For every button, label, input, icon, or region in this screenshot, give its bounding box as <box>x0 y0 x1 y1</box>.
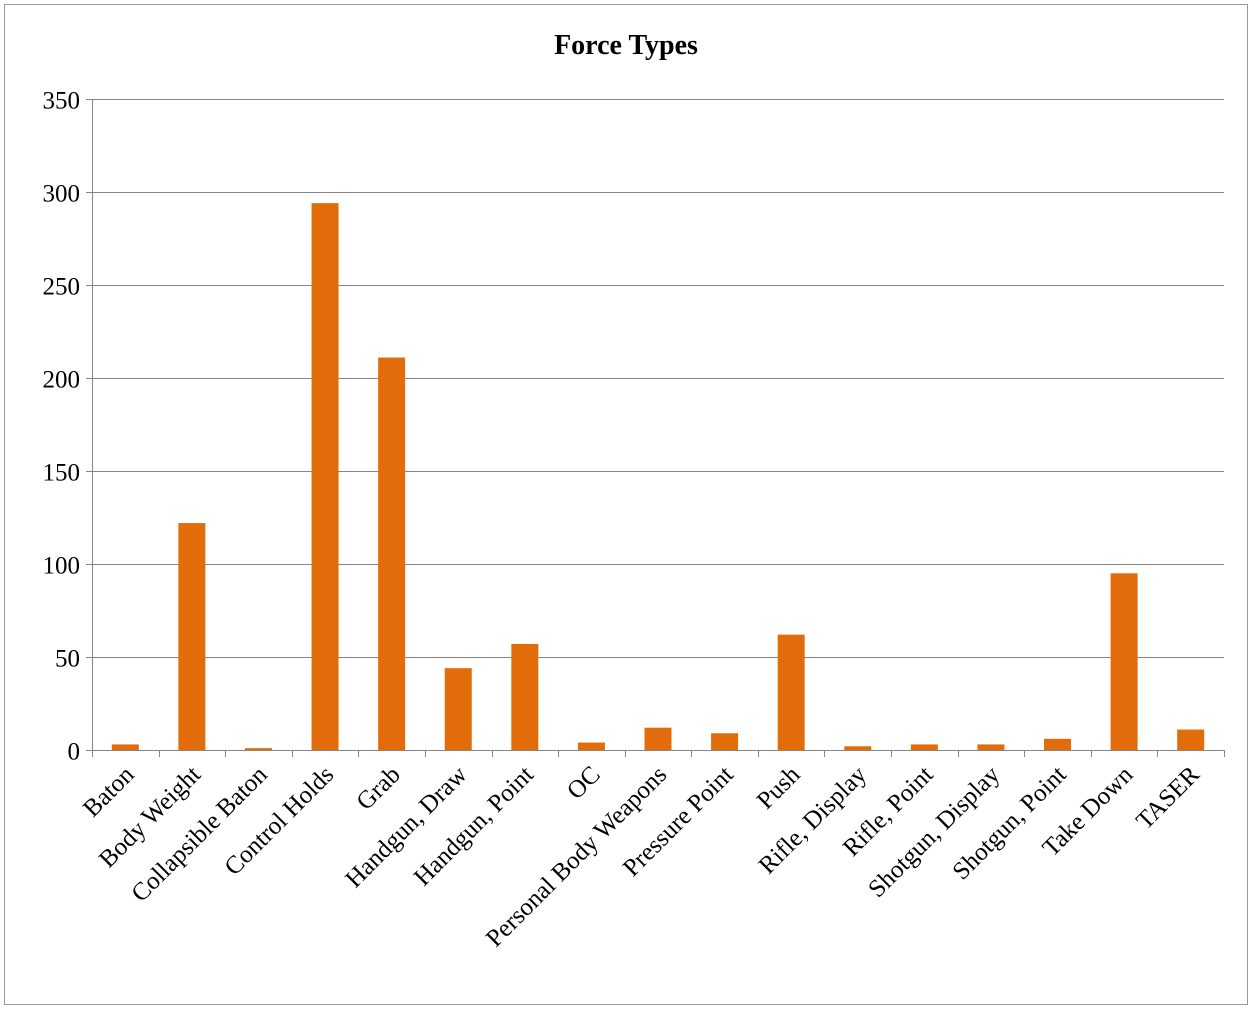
y-tick-label: 0 <box>68 739 81 766</box>
x-tick-label: Push <box>752 761 806 815</box>
bar <box>311 203 339 750</box>
x-tick-label: Baton <box>78 761 140 823</box>
y-tick-label: 250 <box>43 274 81 301</box>
bar <box>444 668 472 750</box>
bar <box>577 742 605 750</box>
bar <box>844 746 872 750</box>
bar <box>711 733 739 750</box>
bar <box>910 744 938 750</box>
x-tick-label: OC <box>562 761 606 805</box>
bar <box>244 748 272 750</box>
bar <box>977 744 1005 750</box>
bar <box>511 643 539 750</box>
y-tick-label: 350 <box>43 88 81 115</box>
bar <box>111 744 139 750</box>
y-tick-labels: 0 50 100 150 200 250 300 350 <box>43 88 81 766</box>
y-tick-label: 50 <box>55 646 80 673</box>
bar <box>1110 573 1138 750</box>
bar <box>644 727 672 750</box>
y-tick-label: 100 <box>43 553 81 580</box>
axes <box>86 99 1225 757</box>
bars <box>111 203 1205 750</box>
chart-frame <box>4 4 1248 1005</box>
x-tick-label: TASER <box>1131 761 1205 835</box>
grid-lines <box>92 99 1224 658</box>
y-tick-label: 300 <box>43 181 81 208</box>
bar <box>178 523 206 750</box>
x-tick-label: Grab <box>351 761 405 815</box>
bar <box>378 357 406 750</box>
bar <box>1044 738 1072 750</box>
bar <box>777 634 805 750</box>
chart-title: Force Types <box>554 30 698 61</box>
bar <box>1177 729 1205 750</box>
y-tick-label: 150 <box>43 460 81 487</box>
y-tick-label: 200 <box>43 367 81 394</box>
x-tick-label: Handgun, Point <box>409 761 539 891</box>
